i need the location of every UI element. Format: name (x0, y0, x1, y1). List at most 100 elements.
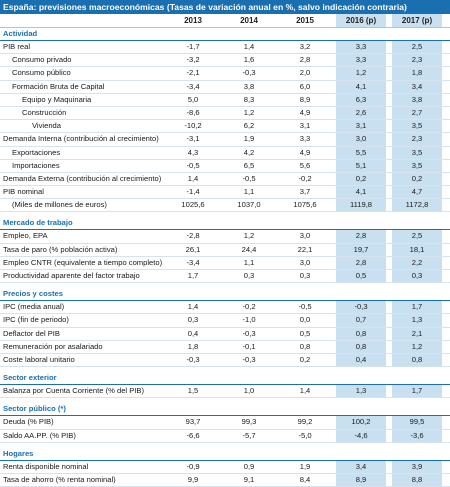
value-cell: 8,4 (299, 474, 311, 484)
table-row: Formación Bruta de Capital -3,4 3,8 6,0 4,1 3… (0, 80, 450, 94)
forecast-value-cell: 4,1 (336, 80, 386, 93)
forecast-value-cell: 3,3 (336, 54, 386, 67)
value-cell: 2,8 (299, 55, 311, 65)
value-cell: 1,0 (243, 386, 255, 396)
forecast-value-cell: 4,7 (392, 186, 442, 199)
row-label: Balanza por Cuenta Corriente (% del PIB) (3, 386, 144, 396)
table-row: Empleo, EPA -2,8 1,2 3,0 2,8 2,5 (0, 230, 450, 244)
forecast-value-cell: 2,6 (336, 106, 386, 120)
section-title: Precios y costes (3, 289, 63, 299)
forecast-value-cell: 99,5 (392, 416, 442, 429)
forecast-value-cell: 3,3 (336, 41, 386, 54)
forecast-value-cell: -4,6 (336, 429, 386, 442)
table-row: Construcción -8,6 1,2 4,9 2,6 2,7 (0, 106, 450, 121)
forecast-value-cell: 4,1 (336, 186, 386, 199)
value-cell: 4,2 (243, 147, 255, 157)
forecast-value-cell: 1,2 (336, 67, 386, 80)
value-cell: -0,5 (298, 302, 312, 312)
forecast-value-cell: 2,5 (392, 41, 442, 54)
forecast-value-cell: 0,8 (336, 327, 386, 340)
value-cell: -3,1 (186, 134, 200, 144)
row-label: Productividad aparente del factor trabaj… (3, 271, 140, 280)
row-label: Tasa de ahorro (% renta nominal) (3, 474, 116, 484)
forecast-value-cell: 19,7 (336, 243, 386, 256)
value-cell: 24,4 (241, 244, 257, 254)
value-cell: -1,7 (186, 42, 200, 51)
value-cell: -0,2 (242, 302, 256, 312)
value-cell: -3,2 (186, 55, 200, 65)
column-header-forecast: 2017 (p) (392, 14, 442, 27)
row-label: Construcción (22, 107, 67, 117)
row-label: PIB real (3, 42, 31, 51)
value-cell: 0,4 (187, 328, 199, 338)
row-label: PIB nominal (3, 187, 44, 197)
forecast-value-cell: 0,2 (392, 172, 442, 186)
forecast-value-cell: 3,0 (336, 133, 386, 146)
forecast-value-cell: 1,2 (392, 340, 442, 353)
value-cell: -0,1 (242, 341, 256, 351)
table-row: (Miles de millones de euros) 1025,6 1037,0… (0, 199, 450, 213)
row-label: Vivienda (32, 121, 61, 131)
row-label: Empleo, EPA (3, 231, 48, 241)
value-cell: 1,4 (243, 42, 255, 51)
value-cell: 1,9 (243, 134, 255, 144)
forecast-value-cell: 3,4 (336, 460, 386, 473)
forecast-value-cell: 2,5 (392, 230, 442, 243)
row-label: Deflactor del PIB (3, 328, 60, 338)
table-row: PIB nominal -1,4 1,1 3,7 4,1 4,7 (0, 186, 450, 200)
forecast-value-cell: 2,8 (336, 230, 386, 243)
forecast-value-cell: 18,1 (392, 243, 442, 256)
value-cell: -0,3 (186, 354, 200, 364)
value-cell: 0,0 (299, 315, 311, 325)
value-cell: -1,4 (186, 187, 200, 197)
forecast-value-cell: -3,6 (392, 429, 442, 442)
value-cell: 93,7 (185, 417, 201, 427)
column-header: 2015 (296, 16, 314, 25)
row-label: Importaciones (12, 160, 60, 170)
table-row: Demanda Externa (contribución al crecimi… (0, 172, 450, 187)
column-header: 2014 (240, 16, 258, 25)
value-cell: 1,9 (299, 461, 311, 471)
section-header: Hogares (0, 448, 450, 461)
value-cell: -0,5 (186, 160, 200, 170)
value-cell: 1,4 (299, 386, 311, 396)
row-label: Coste laboral unitario (3, 354, 75, 364)
table-row: PIB real -1,7 1,4 3,2 3,3 2,5 (0, 41, 450, 55)
row-label: Renta disponible nominal (3, 461, 89, 471)
value-cell: 5,6 (299, 160, 311, 170)
value-cell: 9,1 (243, 474, 255, 484)
table-row: Saldo AA.PP. (% PIB) -6,6 -5,7 -5,0 -4,6 -3,6 (0, 429, 450, 443)
value-cell: -10,2 (184, 121, 202, 131)
value-cell: 4,9 (299, 147, 311, 157)
table-row: Deflactor del PIB 0,4 -0,3 0,5 0,8 2,1 (0, 327, 450, 341)
table-row: Coste laboral unitario -0,3 -0,3 0,2 0,4 0,8 (0, 353, 450, 368)
value-cell: 1,1 (243, 257, 255, 267)
forecast-value-cell: 100,2 (336, 416, 386, 429)
table-row: IPC (fin de periodo) 0,3 -1,0 0,0 0,7 1,3 (0, 314, 450, 328)
forecast-value-cell: 1,8 (392, 67, 442, 80)
section-header: Precios y costes (0, 288, 450, 302)
value-cell: -5,0 (298, 430, 312, 440)
section-header: Actividad (0, 28, 450, 41)
forecast-value-cell: 0,8 (336, 340, 386, 353)
forecast-value-cell: 5,1 (336, 159, 386, 172)
value-cell: 3,0 (299, 257, 311, 267)
value-cell: 99,3 (241, 417, 257, 427)
value-cell: -5,7 (242, 430, 256, 440)
forecast-value-cell: 0,2 (336, 172, 386, 186)
forecast-value-cell: 1,7 (392, 385, 442, 398)
value-cell: 1,1 (243, 187, 255, 197)
value-cell: 4,3 (187, 147, 199, 157)
forecast-value-cell: 2,3 (392, 133, 442, 146)
forecast-value-cell: 3,8 (392, 93, 442, 106)
row-label: Demanda Interna (contribución al crecimi… (3, 134, 159, 144)
table-row: Productividad aparente del factor trabaj… (0, 270, 450, 284)
value-cell: 9,9 (187, 474, 199, 484)
column-header-row: 2013 2014 2015 2016 (p) 2017 (p) (0, 14, 450, 28)
row-label: IPC (fin de periodo) (3, 315, 69, 325)
value-cell: 8,3 (243, 94, 255, 104)
value-cell: 0,9 (243, 461, 255, 471)
section-header: Sector público (*) (0, 403, 450, 417)
table-row: Renta disponible nominal -0,9 0,9 1,9 3,4 3,9 (0, 460, 450, 474)
value-cell: 6,5 (243, 160, 255, 170)
